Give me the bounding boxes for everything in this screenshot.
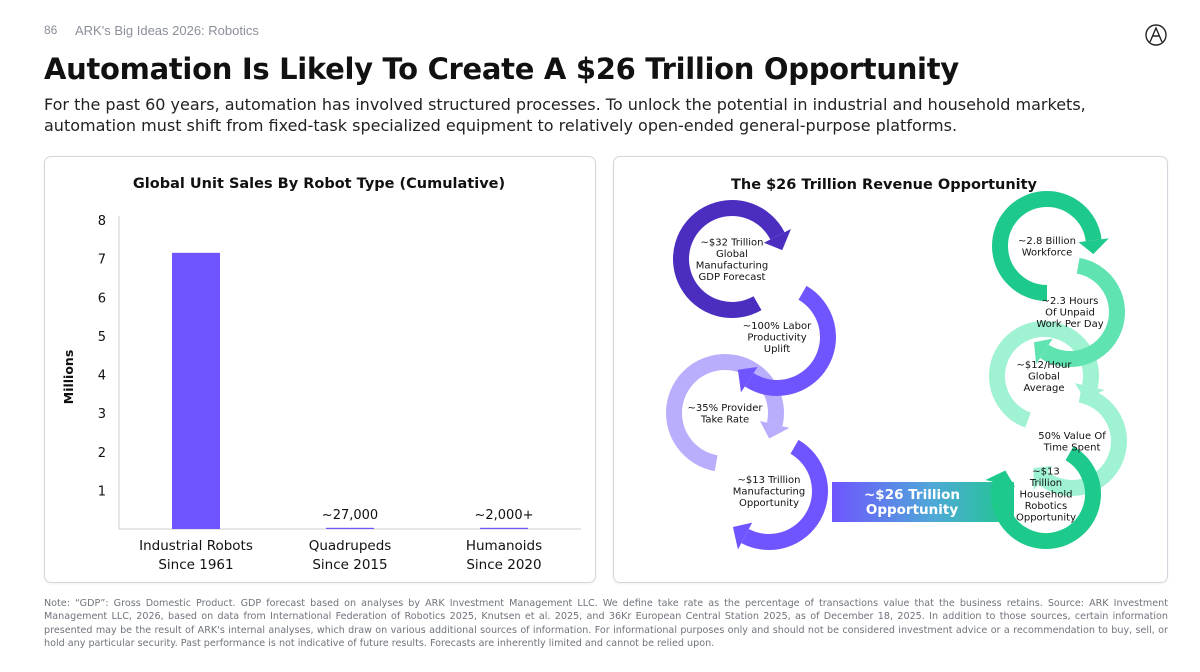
manufacturing-step-label: ~100% Labor Productivity Uplift [743, 321, 812, 355]
household-step-1-arrowhead [1078, 238, 1109, 255]
y-tick-label: 8 [98, 214, 106, 229]
bar-chart-panel: Global Unit Sales By Robot Type (Cumulat… [44, 156, 596, 583]
bar-data-label: ~2,000+ [474, 508, 533, 523]
revenue-diagram-panel: The $26 Trillion Revenue Opportunity ~$2… [613, 156, 1168, 583]
bar-industrial-robots [172, 252, 220, 530]
revenue-diagram: The $26 Trillion Revenue Opportunity ~$2… [666, 177, 1127, 550]
manufacturing-step-1-ring [673, 200, 785, 318]
y-tick-label: 2 [98, 446, 106, 461]
household-step-label: 50% Value Of Time Spent [1038, 431, 1106, 454]
y-tick-label: 5 [98, 330, 106, 345]
household-step-2-arrowhead [1033, 338, 1053, 365]
footnote: Note: “GDP”: Gross Domestic Product. GDP… [44, 598, 1168, 650]
bar-chart-title: Global Unit Sales By Robot Type (Cumulat… [133, 176, 505, 192]
y-tick-label: 7 [98, 253, 106, 268]
household-step-label: ~2.3 Hours Of Unpaid Work Per Day [1036, 296, 1103, 330]
manufacturing-step-4-ring [741, 439, 828, 550]
x-tick-label: Since 1961 [158, 557, 233, 573]
x-tick-label: Since 2015 [312, 557, 387, 573]
x-tick-label: Humanoids [466, 538, 542, 554]
household-step-4-ring [1038, 386, 1127, 496]
x-tick-label: Since 2020 [466, 557, 541, 573]
page-subtitle: For the past 60 years, automation has in… [44, 95, 1086, 135]
manufacturing-step-label: ~$13 Trillion Manufacturing Opportunity [733, 475, 805, 509]
page-title: Automation Is Likely To Create A $26 Tri… [44, 52, 959, 86]
x-tick-label: Industrial Robots [139, 538, 253, 554]
household-step-5-arrowhead [985, 470, 1016, 487]
household-step-label: ~$12/Hour Global Average [1017, 360, 1073, 394]
bar-quadrupeds [326, 527, 374, 529]
household-step-2-ring [1040, 257, 1125, 367]
ark-logo-icon [1145, 24, 1167, 46]
household-step-label: ~2.8 Billion Workforce [1018, 236, 1076, 259]
y-tick-label: 4 [98, 369, 106, 384]
manufacturing-step-label: ~35% Provider Take Rate [688, 403, 764, 426]
manufacturing-step-3-arrowhead [759, 421, 790, 439]
y-axis-label: Millions [61, 350, 76, 405]
y-tick-label: 3 [98, 407, 106, 422]
diagram-title: The $26 Trillion Revenue Opportunity [731, 177, 1038, 193]
manufacturing-step-1-arrowhead [763, 228, 791, 251]
manufacturing-step-2-ring [744, 285, 836, 396]
manufacturing-step-label: ~$32 Trillion Global Manufacturing GDP Fore… [696, 237, 768, 283]
total-opportunity-band [832, 482, 1014, 522]
y-tick-label: 6 [98, 291, 106, 306]
page-number: 86 [44, 23, 58, 37]
bar-chart: Global Unit Sales By Robot Type (Cumulat… [61, 176, 581, 573]
report-header-label: ARK's Big Ideas 2026: Robotics [75, 23, 259, 38]
x-tick-label: Quadrupeds [309, 538, 392, 554]
household-step-1-ring [992, 191, 1102, 301]
total-opportunity-label: ~$26 Trillion Opportunity [864, 487, 960, 518]
bar-humanoids [480, 527, 528, 529]
bar-data-label: ~27,000 [322, 508, 378, 523]
household-step-label: ~$13 Trillion Household Robotics Opportunity [1016, 467, 1076, 524]
household-step-4-arrowhead [1033, 466, 1053, 491]
manufacturing-step-4-arrowhead [732, 522, 753, 550]
manufacturing-step-2-arrowhead [737, 367, 758, 393]
household-step-5-ring [991, 446, 1101, 549]
y-tick-label: 1 [98, 484, 106, 499]
